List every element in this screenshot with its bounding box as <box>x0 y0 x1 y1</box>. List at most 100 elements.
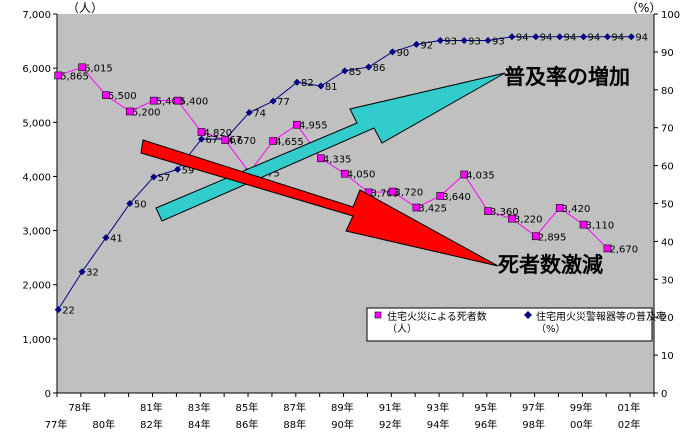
rate-label: 86 <box>373 63 386 74</box>
annotation-arrows <box>140 72 506 267</box>
left-tick-label: 1,000 <box>22 335 51 346</box>
rate-point <box>580 33 588 41</box>
fall-annotation: 死者数激減 <box>498 253 603 277</box>
rate-label: 93 <box>444 37 457 48</box>
deaths-point <box>149 96 158 105</box>
deaths-point <box>317 154 325 163</box>
right-axis-unit: （%） <box>626 1 661 15</box>
rate-label: 94 <box>635 33 648 44</box>
rate-point <box>460 37 468 45</box>
deaths-point <box>460 170 468 179</box>
deaths-label: 4,655 <box>275 137 304 148</box>
rate-point <box>412 40 420 48</box>
x-tick-label-bottom: 88年 <box>283 418 306 431</box>
x-tick-label-bottom: 84年 <box>188 418 211 431</box>
rate-label: 92 <box>420 40 433 51</box>
deaths-label: 3,720 <box>395 188 424 199</box>
rate-label: 22 <box>62 306 75 317</box>
rate-point <box>293 78 301 86</box>
deaths-line <box>58 66 608 249</box>
rate-point <box>102 234 110 242</box>
deaths-label: 2,895 <box>538 232 567 243</box>
deaths-label: 5,200 <box>132 107 161 118</box>
x-tick-label-top: 99年 <box>570 401 593 414</box>
rate-point <box>508 33 516 41</box>
rate-label: 41 <box>110 234 123 245</box>
x-tick-label-bottom: 82年 <box>140 418 163 431</box>
left-tick-label: 4,000 <box>22 172 51 183</box>
deaths-point <box>78 63 86 72</box>
right-tick-label: 0 <box>661 389 667 400</box>
left-tick-label: 7,000 <box>22 10 51 21</box>
rate-point <box>365 63 373 71</box>
right-tick-label: 30 <box>661 275 674 286</box>
rate-label: 85 <box>349 67 362 78</box>
left-tick-label: 6,000 <box>22 64 51 75</box>
x-tick-label-top: 91年 <box>379 401 402 414</box>
fall-arrow <box>140 139 499 267</box>
rate-label: 94 <box>540 33 553 44</box>
x-tick-label-top: 93年 <box>427 401 450 414</box>
left-axis-ticks: 0 1,000 2,000 3,000 4,000 5,000 6,000 7,000 <box>22 10 57 400</box>
rate-label: 94 <box>611 33 624 44</box>
deaths-label: 3,705 <box>371 188 400 199</box>
deaths-point <box>412 203 421 212</box>
rate-point <box>54 306 62 314</box>
deaths-point <box>102 91 110 100</box>
x-tick-label-top: 97年 <box>522 401 545 414</box>
rate-label: 59 <box>182 165 195 176</box>
legend-marker-rate <box>524 311 532 319</box>
deaths-point <box>388 187 397 196</box>
x-tick-label-bottom: 96年 <box>474 418 497 431</box>
rate-point <box>78 268 86 276</box>
deaths-point <box>221 136 230 144</box>
deaths-point <box>555 204 564 212</box>
deaths-point <box>197 128 206 136</box>
deaths-label: 5,400 <box>180 97 209 108</box>
x-tick-label-bottom: 77年 <box>45 418 68 431</box>
rate-label: 82 <box>301 78 314 89</box>
deaths-label: 4,335 <box>323 154 352 165</box>
deaths-point <box>531 232 540 241</box>
rate-point <box>556 33 564 41</box>
x-tick-label-top: 78年 <box>68 401 91 414</box>
legend-box <box>366 307 653 342</box>
deaths-point <box>603 244 612 253</box>
x-tick-label-bottom: 80年 <box>92 418 115 431</box>
deaths-label: 2,670 <box>609 244 638 255</box>
rate-label: 74 <box>253 109 266 120</box>
rise-arrow <box>155 72 506 222</box>
x-axis-ticks: 77年 80年 82年 84年 86年 88年 90年 92年 94年 96年 98年 00年 02年 7… <box>45 393 655 431</box>
deaths-point <box>54 71 62 80</box>
left-tick-label: 0 <box>45 389 51 400</box>
deaths-point <box>436 192 445 200</box>
deaths-point <box>508 214 516 223</box>
x-tick-label-top: 95年 <box>474 401 497 414</box>
x-tick-label-top: 01年 <box>618 401 641 414</box>
rate-point <box>436 37 444 45</box>
deaths-label: 3,425 <box>418 204 447 215</box>
rise-annotation: 普及率の増加 <box>504 65 630 89</box>
x-tick-label-bottom: 00年 <box>570 418 593 431</box>
deaths-label: 5,400 <box>156 97 185 108</box>
right-tick-label: 80 <box>661 86 674 97</box>
rate-label: 77 <box>277 97 290 108</box>
legend-label-rate: 住宅用火災警報器等の普及率（%） <box>536 310 666 335</box>
right-tick-label: 40 <box>661 237 674 248</box>
rate-label: 32 <box>86 268 99 279</box>
legend: 住宅火災による死者数（人） 住宅用火災警報器等の普及率（%） <box>366 307 666 342</box>
deaths-label: 4,670 <box>227 136 256 147</box>
rate-label: 50 <box>134 200 147 211</box>
rate-point <box>245 109 253 117</box>
deaths-label: 6,015 <box>84 63 113 74</box>
deaths-label: 5,500 <box>108 91 137 102</box>
rate-point <box>126 200 134 207</box>
rate-point <box>341 67 349 75</box>
deaths-point <box>579 220 588 229</box>
x-tick-label-bottom: 94年 <box>427 418 450 431</box>
rate-label: 57 <box>158 173 171 184</box>
rate-point <box>603 33 611 41</box>
x-tick-label-top: 85年 <box>235 401 258 414</box>
x-tick-label-top: 89年 <box>331 401 354 414</box>
rate-label: 67 <box>205 135 218 146</box>
